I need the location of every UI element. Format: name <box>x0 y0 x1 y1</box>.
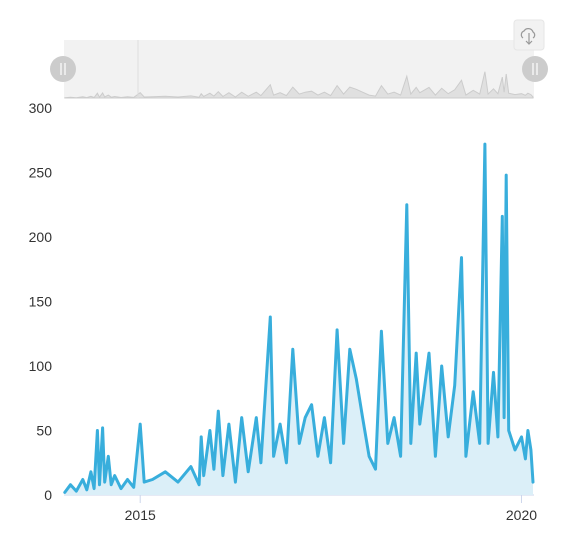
x-tick-label: 2020 <box>506 507 537 523</box>
y-tick-label: 200 <box>29 229 53 245</box>
x-axis: 2015 2020 <box>64 494 537 523</box>
series-group <box>63 142 535 495</box>
series-area <box>64 144 534 495</box>
series-line <box>63 142 535 494</box>
y-axis: 0 50 100 150 200 250 300 <box>29 100 53 503</box>
navigator-handle-left[interactable] <box>50 56 76 82</box>
y-tick-label: 150 <box>29 294 53 310</box>
y-tick-label: 50 <box>36 423 52 439</box>
navigator[interactable] <box>50 40 548 99</box>
export-button[interactable] <box>513 19 545 51</box>
cloud-download-icon <box>520 28 536 45</box>
navigator-handle-right[interactable] <box>522 56 548 82</box>
navigator-series <box>64 71 534 99</box>
y-tick-label: 250 <box>29 165 53 181</box>
navigator-handle-right-knob[interactable] <box>522 56 548 82</box>
navigator-handle-left-knob[interactable] <box>50 56 76 82</box>
y-tick-label: 300 <box>29 100 53 116</box>
y-tick-label: 0 <box>44 487 52 503</box>
y-tick-label: 100 <box>29 358 53 374</box>
x-tick-label: 2015 <box>125 507 156 523</box>
